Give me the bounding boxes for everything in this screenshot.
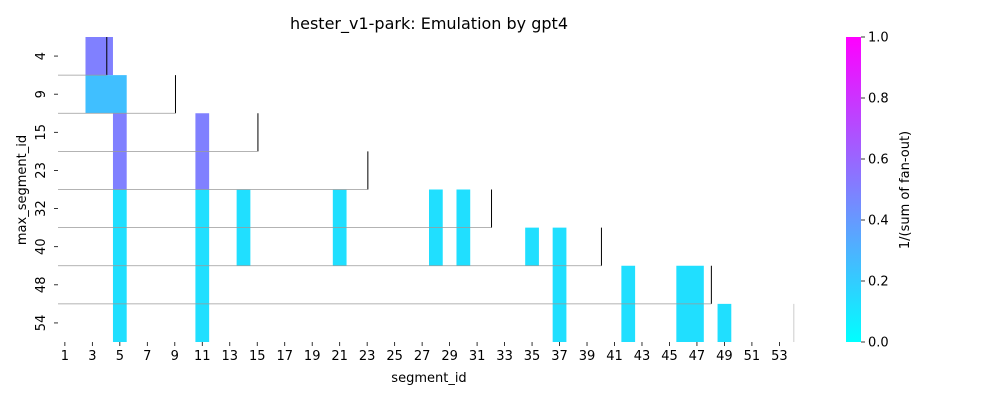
colorbar-tick-label: 0.6 bbox=[868, 153, 889, 168]
y-tick-label: 9 bbox=[34, 90, 49, 98]
colorbar-label: 1/(sum of fan-out) bbox=[898, 131, 913, 249]
y-tick-label: 40 bbox=[34, 238, 49, 255]
x-tick-label: 17 bbox=[276, 349, 293, 364]
heatmap-cell bbox=[676, 265, 704, 304]
colorbar-tick-label: 1.0 bbox=[868, 31, 889, 46]
colorbar-tick-label: 0.0 bbox=[868, 336, 889, 351]
heatmap-cell bbox=[195, 113, 210, 152]
colorbar bbox=[846, 37, 861, 342]
x-tick-label: 45 bbox=[661, 349, 678, 364]
heatmap-cell bbox=[195, 303, 210, 342]
heatmap-cell bbox=[195, 227, 210, 266]
x-tick-label: 35 bbox=[524, 349, 541, 364]
heatmap-cell bbox=[112, 265, 127, 304]
heatmap-cell bbox=[195, 265, 210, 304]
x-tick-label: 39 bbox=[579, 349, 596, 364]
colorbar-tick-label: 0.2 bbox=[868, 275, 889, 290]
colorbar-tick-label: 0.4 bbox=[868, 214, 889, 229]
x-tick-label: 5 bbox=[116, 349, 124, 364]
heatmap-cell bbox=[456, 189, 471, 228]
heatmap-cell bbox=[456, 227, 471, 266]
row-separators bbox=[58, 37, 795, 342]
x-tick-label: 43 bbox=[634, 349, 651, 364]
heatmap-cell bbox=[195, 151, 210, 190]
colorbar-tick-label: 0.8 bbox=[868, 92, 889, 107]
x-tick-label: 41 bbox=[606, 349, 623, 364]
x-tick-label: 13 bbox=[221, 349, 238, 364]
heatmap-cell bbox=[332, 227, 347, 266]
colorbar-ticks: 0.0 0.2 0.4 0.6 0.8 1.0 bbox=[861, 31, 889, 351]
heatmap-cell bbox=[236, 227, 251, 266]
x-tick-label: 49 bbox=[716, 349, 733, 364]
heatmap-cell bbox=[195, 189, 210, 228]
x-tick-label: 21 bbox=[331, 349, 348, 364]
x-tick-label: 31 bbox=[469, 349, 486, 364]
heatmap-cells bbox=[85, 37, 732, 342]
x-tick-label: 23 bbox=[359, 349, 376, 364]
heatmap-cell bbox=[621, 303, 636, 342]
heatmap-cell bbox=[552, 303, 567, 342]
heatmap-cell bbox=[112, 227, 127, 266]
x-tick-label: 53 bbox=[771, 349, 788, 364]
x-tick-label: 33 bbox=[496, 349, 513, 364]
x-tick-label: 15 bbox=[249, 349, 266, 364]
x-tick-label: 25 bbox=[386, 349, 403, 364]
x-tick-label: 51 bbox=[744, 349, 761, 364]
x-tick-label: 27 bbox=[414, 349, 431, 364]
y-tick-label: 32 bbox=[34, 200, 49, 217]
heatmap-cell bbox=[332, 189, 347, 228]
heatmap-cell bbox=[717, 303, 732, 342]
y-tick-label: 4 bbox=[34, 52, 49, 60]
heatmap-cell bbox=[85, 37, 113, 76]
heatmap-cell bbox=[552, 265, 567, 304]
heatmap-cell bbox=[429, 189, 443, 228]
heatmap-cell bbox=[621, 265, 636, 304]
heatmap-cell bbox=[85, 75, 127, 114]
heatmap-cell bbox=[112, 189, 127, 228]
x-axis-ticks: 1 3 5 7 9 11 13 15 17 19 21 23 25 27 29 31 33 35 37 39 41 43 4… bbox=[61, 342, 788, 364]
y-tick-label: 23 bbox=[34, 162, 49, 179]
heatmap-cell bbox=[429, 227, 443, 266]
x-tick-label: 37 bbox=[551, 349, 568, 364]
x-tick-label: 47 bbox=[689, 349, 706, 364]
y-axis-label: max_segment_id bbox=[15, 135, 30, 245]
heatmap-cell bbox=[525, 227, 539, 266]
x-tick-label: 29 bbox=[441, 349, 458, 364]
heatmap-cell bbox=[112, 113, 127, 152]
chart-title: hester_v1-park: Emulation by gpt4 bbox=[290, 14, 568, 34]
y-axis-ticks: 4 9 15 23 32 40 48 54 bbox=[34, 52, 58, 331]
heatmap-cell bbox=[236, 189, 251, 228]
x-tick-label: 19 bbox=[304, 349, 321, 364]
x-tick-label: 11 bbox=[194, 349, 211, 364]
x-tick-label: 3 bbox=[88, 349, 96, 364]
x-tick-label: 7 bbox=[143, 349, 151, 364]
heatmap-cell bbox=[112, 151, 127, 190]
x-tick-label: 1 bbox=[61, 349, 69, 364]
x-tick-label: 9 bbox=[171, 349, 179, 364]
x-axis-label: segment_id bbox=[391, 371, 466, 386]
y-tick-label: 48 bbox=[34, 277, 49, 294]
y-tick-label: 15 bbox=[34, 124, 49, 141]
heatmap-cell bbox=[112, 303, 127, 342]
heatmap-cell bbox=[676, 303, 704, 342]
heatmap-cell bbox=[552, 227, 567, 266]
y-tick-label: 54 bbox=[34, 315, 49, 332]
